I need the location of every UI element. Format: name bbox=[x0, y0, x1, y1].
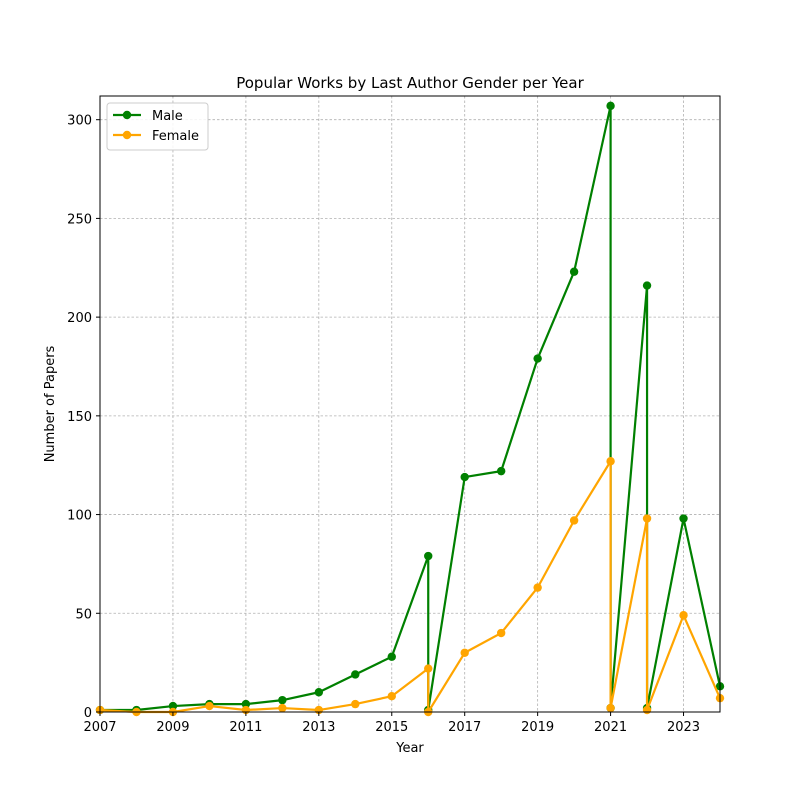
legend-label-female: Female bbox=[152, 129, 199, 144]
x-tick-label: 2021 bbox=[594, 720, 627, 735]
data-point-male bbox=[496, 466, 506, 476]
data-point-female bbox=[642, 514, 652, 523]
series-layer bbox=[95, 101, 725, 717]
series-male bbox=[95, 101, 725, 715]
data-point-male bbox=[679, 514, 688, 523]
data-point-male bbox=[460, 472, 469, 482]
x-tick-label: 2019 bbox=[521, 720, 554, 735]
x-axis-label: Year bbox=[395, 741, 424, 756]
data-point-female bbox=[496, 628, 506, 638]
x-tick-label: 2023 bbox=[667, 720, 700, 735]
data-point-female bbox=[679, 611, 688, 620]
data-point-male bbox=[424, 551, 433, 561]
axes-ticks: 2007 2009 2011 2013 2015 2017 2019 2021 2023 0 50 1… bbox=[67, 114, 700, 735]
legend: Male Female bbox=[106, 102, 209, 151]
y-tick-label: 100 bbox=[67, 509, 92, 524]
data-point-female bbox=[642, 705, 652, 715]
data-point-female bbox=[351, 699, 360, 709]
data-point-male bbox=[241, 699, 251, 709]
data-point-male bbox=[533, 354, 542, 363]
data-point-male bbox=[387, 652, 396, 661]
data-point-male bbox=[569, 267, 579, 276]
data-point-female bbox=[533, 583, 542, 592]
data-point-female bbox=[460, 648, 469, 657]
y-tick-label: 300 bbox=[67, 114, 92, 129]
plot-frame bbox=[99, 95, 721, 713]
data-point-female bbox=[606, 457, 615, 466]
chart-title: Popular Works by Last Author Gender per … bbox=[236, 74, 584, 92]
data-point-male bbox=[642, 281, 652, 290]
data-point-male bbox=[168, 701, 178, 711]
data-point-male bbox=[351, 670, 360, 679]
x-tick-label: 2011 bbox=[229, 720, 262, 735]
x-tick-label: 2015 bbox=[375, 720, 408, 735]
data-point-male bbox=[606, 101, 615, 111]
legend-item-male: Male bbox=[113, 109, 183, 124]
x-tick-label: 2013 bbox=[302, 720, 335, 735]
y-tick-label: 50 bbox=[75, 607, 92, 622]
y-tick-label: 0 bbox=[84, 706, 92, 721]
x-tick-label: 2009 bbox=[156, 720, 189, 735]
y-tick-label: 250 bbox=[67, 212, 92, 227]
x-tick-label: 2007 bbox=[83, 720, 116, 735]
legend-marker-female bbox=[122, 130, 132, 140]
data-point-female bbox=[424, 664, 433, 673]
series-line-female bbox=[99, 460, 722, 714]
x-tick-label: 2017 bbox=[448, 720, 481, 735]
data-point-female bbox=[387, 692, 396, 701]
data-point-female bbox=[205, 701, 214, 711]
y-tick-label: 200 bbox=[67, 311, 92, 326]
data-point-female bbox=[606, 703, 615, 713]
data-point-female bbox=[569, 516, 579, 525]
y-axis-label: Number of Papers bbox=[43, 345, 58, 462]
legend-marker-male bbox=[122, 110, 132, 120]
data-point-male bbox=[278, 695, 287, 705]
data-point-male bbox=[314, 688, 324, 697]
data-point-female bbox=[278, 703, 287, 713]
legend-label-male: Male bbox=[152, 109, 183, 124]
y-tick-label: 150 bbox=[67, 410, 92, 425]
legend-item-female: Female bbox=[113, 129, 199, 144]
